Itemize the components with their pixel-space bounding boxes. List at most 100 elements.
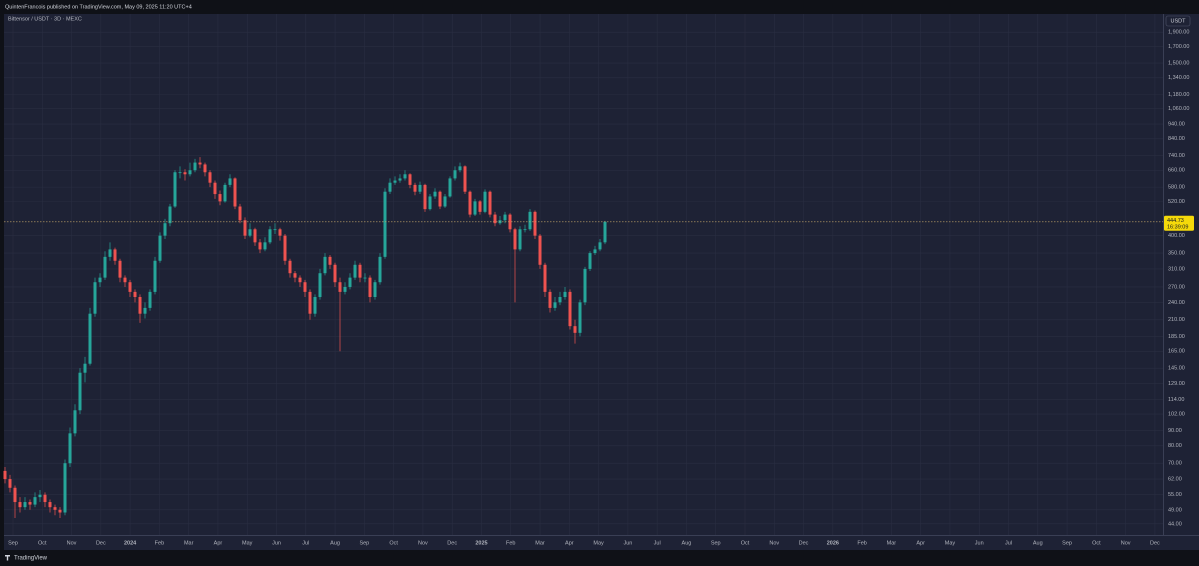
y-tick-label: 1,500.00	[1168, 61, 1189, 67]
x-tick-label: Nov	[1121, 540, 1131, 546]
labels: 1,900.00 1,700.00 1,500.00 1,340.00 1,180.00…	[8, 30, 1194, 546]
candle-body	[603, 221, 607, 243]
y-tick-label: 80.00	[1168, 443, 1182, 449]
currency: USDT	[1171, 18, 1187, 24]
x-tick-label: Sep	[359, 540, 369, 546]
candle-body	[268, 229, 272, 243]
candle-body	[523, 229, 527, 231]
candle-body	[368, 277, 372, 298]
candle-body	[303, 282, 307, 292]
x-tick-label: Dec	[1150, 540, 1160, 546]
candle-body	[308, 291, 312, 314]
candle-body	[28, 502, 32, 505]
candle-body	[448, 178, 452, 197]
candle-body	[383, 191, 387, 257]
time-scale	[4, 536, 1199, 550]
x-tick-label: 2026	[827, 540, 839, 546]
candle-body	[83, 363, 87, 373]
candle-body	[263, 242, 267, 250]
y-tick-label: 740.00	[1168, 153, 1185, 159]
candle-body	[163, 223, 167, 236]
candle-body	[398, 178, 402, 181]
candle-body	[183, 172, 187, 175]
candle-body	[8, 479, 12, 488]
candle-body	[193, 162, 197, 171]
y-tick-label: 1,900.00	[1168, 30, 1189, 36]
y-tick-label: 660.00	[1168, 168, 1185, 174]
candle-body	[493, 214, 497, 224]
x-tick-label: Apr	[565, 540, 574, 546]
candle-body	[228, 178, 232, 185]
x-tick-label: Feb	[155, 540, 164, 546]
candle-body	[173, 172, 177, 207]
candle-body	[568, 291, 572, 327]
candle-body	[348, 277, 352, 287]
candle-body	[413, 184, 417, 192]
candle-body	[258, 242, 262, 250]
y-tick-label: 240.00	[1168, 300, 1185, 306]
candle-body	[518, 229, 522, 250]
candle-body	[313, 297, 317, 314]
x-tick-label: May	[593, 540, 604, 546]
x-tick-label: Oct	[1092, 540, 1101, 546]
candle-body	[593, 249, 597, 254]
candle-body	[558, 297, 562, 303]
candle-body	[73, 410, 77, 434]
y-tick-label: 70.00	[1168, 461, 1182, 467]
candle-body	[468, 191, 472, 215]
candle-body	[408, 174, 412, 185]
candle-body	[373, 282, 377, 298]
candle-body	[38, 494, 42, 498]
candle-body	[218, 194, 222, 202]
candle-body	[298, 277, 302, 283]
candle-body	[538, 235, 542, 265]
x-tick-label: Feb	[857, 540, 866, 546]
candle-body	[323, 256, 327, 274]
candle-body	[88, 313, 92, 364]
candle-body	[13, 487, 17, 503]
chart-title: Bittensor / USDT · 3D · MEXC	[8, 16, 82, 22]
candle-body	[198, 162, 202, 165]
candle-body	[458, 166, 462, 171]
header: QuintenFrancois published on TradingView…	[5, 4, 192, 10]
candle-body	[33, 497, 37, 505]
candle-body	[363, 277, 367, 279]
x-tick-label: Feb	[506, 540, 515, 546]
candle-body	[153, 260, 157, 292]
candle-body	[78, 372, 82, 411]
x-tick-label: Jul	[302, 540, 309, 546]
candle-body	[583, 268, 587, 303]
candle-body	[223, 184, 227, 202]
footer-logo: TradingView	[14, 556, 48, 562]
x-tick-label: Apr	[214, 540, 223, 546]
candle-body	[18, 502, 22, 508]
y-tick-label: 840.00	[1168, 136, 1185, 142]
candle-body	[423, 184, 427, 210]
candle-body	[233, 178, 237, 207]
countdown: 16:39:09	[1167, 224, 1188, 230]
candle-body	[393, 180, 397, 183]
candle-body	[158, 235, 162, 261]
logo-mark	[5, 555, 10, 561]
candle-body	[128, 282, 132, 292]
candle-body	[138, 297, 142, 314]
candle-body	[113, 249, 117, 261]
candle-body	[598, 242, 602, 250]
candle-body	[483, 191, 487, 212]
y-tick-label: 270.00	[1168, 284, 1185, 290]
candle-body	[358, 264, 362, 278]
candle-body	[488, 191, 492, 215]
candle-body	[353, 264, 357, 278]
candle-body	[133, 291, 137, 298]
candle-body	[208, 172, 212, 183]
x-tick-label: Aug	[330, 540, 340, 546]
y-tick-label: 940.00	[1168, 122, 1185, 128]
candle-body	[118, 260, 122, 278]
x-tick-label: Dec	[96, 540, 106, 546]
y-tick-label: 1,180.00	[1168, 92, 1189, 98]
candle-body	[463, 166, 467, 192]
x-tick-label: Jun	[623, 540, 632, 546]
candle-body	[283, 235, 287, 261]
candle-body	[573, 326, 577, 333]
